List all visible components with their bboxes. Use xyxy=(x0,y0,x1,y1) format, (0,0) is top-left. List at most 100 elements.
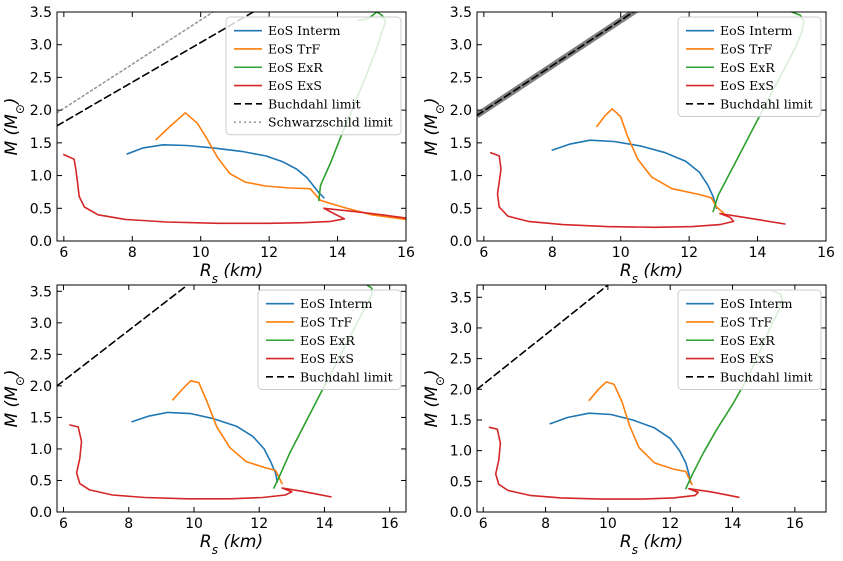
y-axis-label: M (M⊙) xyxy=(422,369,447,427)
series-line-eos-trf xyxy=(595,108,725,214)
x-tick-label: 12 xyxy=(680,245,698,261)
chart-panel-4: 6 8 10 12 14 16 0.0 0.5 1.0 1.5 2.0 2.5 3.0 3.5 Rs (km… xyxy=(422,284,827,557)
x-tick-label: 16 xyxy=(817,245,835,261)
x-tick-label: 6 xyxy=(59,245,68,261)
y-tick-label: 1.5 xyxy=(450,136,472,152)
x-tick-label: 6 xyxy=(59,516,68,532)
series-line-eos-interm xyxy=(131,411,279,483)
y-axis-label: M (M⊙) xyxy=(422,97,447,155)
y-tick-label: 2.5 xyxy=(450,352,472,368)
legend-box xyxy=(677,16,822,117)
y-tick-label: 3.5 xyxy=(450,5,472,21)
y-tick-label: 3.0 xyxy=(30,38,52,54)
series-line-buchdahl-limit xyxy=(57,285,189,387)
y-tick-label: 0.5 xyxy=(30,201,52,217)
y-tick-label: 0.0 xyxy=(450,234,472,250)
y-tick-label: 1.0 xyxy=(30,169,52,185)
x-axis-label: Rs (km) xyxy=(200,261,263,286)
series-line-eos-interm xyxy=(126,144,325,199)
y-tick-label: 1.5 xyxy=(30,410,52,426)
x-tick-label: 12 xyxy=(661,516,679,532)
x-tick-label: 12 xyxy=(250,516,268,532)
y-tick-label: 1.0 xyxy=(30,442,52,458)
series-line-buchdahl-limit xyxy=(477,285,609,391)
x-axis-label: Rs (km) xyxy=(620,261,683,286)
x-tick-label: 14 xyxy=(329,245,347,261)
plot-frame xyxy=(56,11,407,242)
legend-label: EoS TrF xyxy=(300,314,352,329)
y-tick-label: 2.5 xyxy=(30,70,52,86)
y-tick-label: 0.5 xyxy=(30,473,52,489)
y-tick-label: 3.0 xyxy=(450,321,472,337)
y-tick-label: 3.5 xyxy=(30,284,52,300)
series-line-eos-trf xyxy=(155,112,406,221)
y-tick-label: 0.0 xyxy=(30,505,52,521)
legend-label: EoS Interm xyxy=(720,296,793,311)
series-line-eos-interm xyxy=(551,139,718,210)
legend-box xyxy=(677,289,822,390)
legend-label: EoS Interm xyxy=(720,23,793,38)
x-tick-label: 14 xyxy=(316,516,334,532)
legend-label: EoS Interm xyxy=(268,23,341,38)
legend-label: EoS ExS xyxy=(720,351,774,366)
series-line-eos-trf xyxy=(172,379,283,485)
y-tick-label: 1.0 xyxy=(450,444,472,460)
y-tick-label: 0.0 xyxy=(450,505,472,521)
y-tick-label: 2.0 xyxy=(30,379,52,395)
y-tick-label: 0.5 xyxy=(450,474,472,490)
legend-box xyxy=(225,16,402,136)
y-tick-label: 2.0 xyxy=(450,382,472,398)
series-line-schwarzschild-limit xyxy=(57,12,215,114)
series-line-eos-exs xyxy=(488,426,740,500)
x-tick-label: 10 xyxy=(192,245,210,261)
y-tick-label: 0.5 xyxy=(450,201,472,217)
chart-panel-1: 6 8 10 12 14 16 0.0 0.5 1.0 1.5 2.0 2.5 3.0 3.5 Rs (km… xyxy=(2,5,415,286)
y-tick-label: 1.5 xyxy=(30,136,52,152)
series-line-buchdahl-limit xyxy=(477,12,635,117)
x-tick-label: 8 xyxy=(548,245,557,261)
series-line-eos-interm xyxy=(549,412,692,484)
x-tick-label: 6 xyxy=(479,516,488,532)
chart-panel-3: 6 8 10 12 14 16 0.0 0.5 1.0 1.5 2.0 2.5 3.0 3.5 Rs (km… xyxy=(2,284,407,557)
legend: EoS Interm EoS TrF EoS ExR EoS ExS Buchdahl … xyxy=(257,289,402,390)
legend-label: EoS ExR xyxy=(300,333,355,348)
y-tick-label: 2.5 xyxy=(30,347,52,363)
legend-label: EoS ExS xyxy=(300,351,354,366)
legend-label: EoS ExR xyxy=(720,60,775,75)
y-tick-label: 2.0 xyxy=(30,103,52,119)
series-line-eos-exs xyxy=(62,153,406,225)
legend-label: Buchdahl limit xyxy=(300,369,393,384)
legend-label: EoS Interm xyxy=(300,296,373,311)
legend-label: EoS TrF xyxy=(720,41,772,56)
y-tick-label: 0.0 xyxy=(30,234,52,250)
x-tick-label: 8 xyxy=(541,516,550,532)
series-line-eos-exs xyxy=(69,424,332,500)
legend-label: Buchdahl limit xyxy=(268,96,361,111)
y-tick-label: 1.0 xyxy=(450,169,472,185)
y-tick-label: 3.0 xyxy=(30,316,52,332)
x-tick-label: 10 xyxy=(612,245,630,261)
x-tick-label: 8 xyxy=(128,245,137,261)
legend-label: Buchdahl limit xyxy=(720,369,813,384)
x-tick-label: 14 xyxy=(749,245,767,261)
legend-label: EoS ExR xyxy=(268,60,323,75)
legend-label: EoS ExS xyxy=(268,78,322,93)
x-tick-label: 16 xyxy=(397,245,415,261)
x-axis-label: Rs (km) xyxy=(620,532,683,557)
plot-frame xyxy=(476,11,827,242)
legend-label: EoS ExR xyxy=(720,333,775,348)
legend-label: Schwarzschild limit xyxy=(268,115,393,130)
x-tick-label: 14 xyxy=(724,516,742,532)
series-line-eos-exs xyxy=(489,151,786,229)
legend-label: EoS ExS xyxy=(720,78,774,93)
plot-frame xyxy=(56,284,407,513)
x-axis-label: Rs (km) xyxy=(200,532,263,557)
y-tick-label: 3.5 xyxy=(30,5,52,21)
y-tick-label: 3.5 xyxy=(450,290,472,306)
x-tick-label: 10 xyxy=(185,516,203,532)
legend-box xyxy=(257,289,402,390)
y-tick-label: 3.0 xyxy=(450,38,472,54)
legend: EoS Interm EoS TrF EoS ExR EoS ExS Buchdahl … xyxy=(677,289,822,390)
chart-panel-2: 6 8 10 12 14 16 0.0 0.5 1.0 1.5 2.0 2.5 3.0 3.5 Rs (km… xyxy=(422,5,835,286)
